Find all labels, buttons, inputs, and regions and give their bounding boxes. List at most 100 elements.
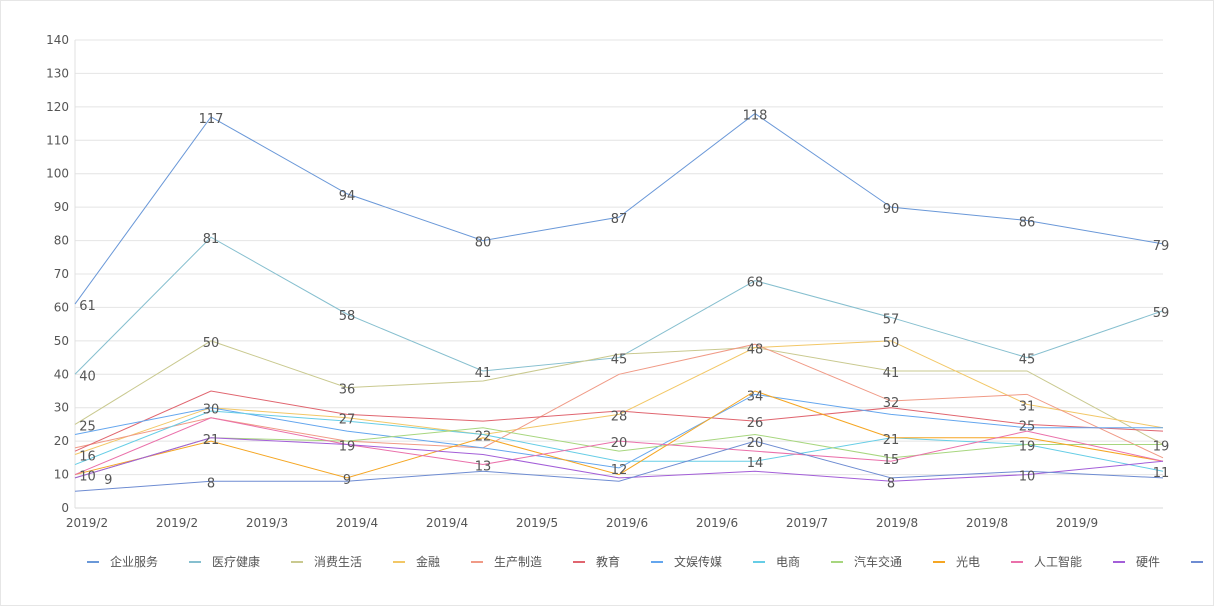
data-label: 30 (203, 403, 220, 418)
data-label: 118 (743, 109, 768, 124)
x-tick-label: 2019/6 (606, 516, 648, 530)
series-line-5 (74, 390, 1164, 452)
data-label: 81 (203, 232, 220, 247)
legend-item[interactable]: 房产家居 (1191, 554, 1214, 569)
y-tick-label: 50 (54, 334, 69, 348)
data-label: 57 (883, 312, 900, 327)
data-label: 10 (79, 470, 96, 485)
y-tick-label: 80 (54, 234, 69, 248)
legend-item[interactable]: 金融 (393, 554, 440, 569)
legend-item[interactable]: 文娱传媒 (651, 554, 722, 569)
x-axis: 2019/2 2019/2 2019/3 2019/4 2019/4 2019/5 2019… (66, 516, 1098, 530)
legend-label: 消费生活 (314, 555, 362, 569)
series-line-8 (74, 427, 1163, 479)
series-line-11 (74, 437, 1164, 482)
data-label: 26 (747, 416, 764, 431)
legend-item[interactable]: 人工智能 (1011, 554, 1082, 569)
y-tick-label: 60 (54, 300, 69, 314)
data-label: 32 (883, 396, 900, 411)
legend-label: 电商 (776, 554, 800, 569)
series-lines (74, 112, 1164, 492)
x-tick-label: 2019/5 (516, 516, 558, 530)
series-line-7 (74, 410, 1164, 472)
data-labels: 61 40 25 16 10 9 117 81 50 30 21 8 94 58 36 27 19 9 80 41 22… (79, 109, 1169, 492)
y-tick-label: 30 (54, 401, 69, 415)
x-tick-label: 2019/6 (696, 516, 738, 530)
x-tick-label: 2019/3 (246, 516, 288, 530)
x-tick-label: 2019/4 (336, 516, 378, 530)
series-line-4 (74, 343, 1164, 459)
y-axis: 0 10 20 30 40 50 60 70 80 90 100 110 120 130 140 (46, 33, 76, 515)
data-label: 50 (203, 336, 220, 351)
series-line-1 (74, 236, 1164, 375)
y-tick-label: 120 (46, 100, 69, 114)
y-tick-label: 0 (61, 501, 69, 515)
data-label: 41 (475, 366, 492, 381)
data-label: 8 (887, 476, 895, 491)
data-label: 16 (79, 450, 96, 465)
data-label: 36 (339, 383, 356, 398)
series-line-9 (74, 390, 1164, 479)
data-label: 10 (1019, 470, 1036, 485)
legend-item[interactable]: 硬件 (1113, 555, 1160, 569)
legend-label: 硬件 (1136, 555, 1160, 569)
legend-label: 医疗健康 (212, 554, 260, 569)
data-label: 68 (747, 276, 764, 291)
legend-item[interactable]: 光电 (933, 555, 980, 569)
data-label: 9 (343, 473, 351, 488)
x-tick-label: 2019/2 (66, 516, 108, 530)
legend-label: 企业服务 (110, 554, 158, 569)
data-label: 11 (1153, 466, 1170, 481)
data-label: 20 (747, 436, 764, 451)
data-label: 90 (883, 202, 900, 217)
data-label: 9 (104, 473, 112, 488)
data-label: 15 (883, 453, 900, 468)
data-label: 28 (611, 409, 628, 424)
series-line-0 (74, 112, 1164, 305)
data-label: 22 (475, 429, 492, 444)
data-label: 31 (1019, 399, 1036, 414)
data-label: 34 (747, 389, 764, 404)
series-line-10 (74, 417, 1164, 476)
y-tick-label: 10 (54, 468, 69, 482)
data-label: 25 (1019, 419, 1036, 434)
x-tick-label: 2019/7 (786, 516, 828, 530)
data-label: 20 (611, 436, 628, 451)
data-label: 25 (79, 419, 96, 434)
x-tick-label: 2019/2 (156, 516, 198, 530)
legend-item[interactable]: 消费生活 (291, 555, 362, 569)
legend-item[interactable]: 教育 (573, 554, 620, 569)
data-label: 94 (339, 189, 356, 204)
y-tick-label: 40 (54, 367, 69, 381)
legend-label: 文娱传媒 (674, 554, 722, 569)
y-tick-label: 110 (46, 133, 69, 147)
legend-item[interactable]: 电商 (753, 554, 800, 569)
data-label: 59 (1153, 306, 1170, 321)
legend-item[interactable]: 医疗健康 (189, 554, 260, 569)
y-tick-label: 130 (46, 66, 69, 80)
x-tick-label: 2019/8 (966, 516, 1008, 530)
legend-label: 人工智能 (1034, 554, 1082, 569)
data-label: 80 (475, 236, 492, 251)
data-label: 27 (339, 413, 356, 428)
legend-label: 生产制造 (494, 555, 542, 569)
data-label: 79 (1153, 239, 1170, 254)
legend-label: 光电 (956, 555, 980, 569)
series-line-2 (74, 340, 1164, 445)
data-label: 40 (79, 369, 96, 384)
y-tick-label: 90 (54, 200, 69, 214)
y-tick-label: 100 (46, 167, 69, 181)
grid-lines (75, 39, 1163, 509)
data-label: 45 (1019, 353, 1036, 368)
data-label: 21 (883, 433, 900, 448)
legend-label: 汽车交通 (854, 554, 902, 569)
legend-item[interactable]: 企业服务 (87, 554, 158, 569)
legend-item[interactable]: 汽车交通 (831, 554, 902, 569)
data-label: 19 (339, 439, 356, 454)
data-label: 14 (747, 456, 764, 471)
data-label: 13 (475, 460, 492, 475)
y-tick-label: 70 (54, 267, 69, 281)
legend-item[interactable]: 生产制造 (471, 555, 542, 569)
series-line-3 (74, 340, 1164, 455)
